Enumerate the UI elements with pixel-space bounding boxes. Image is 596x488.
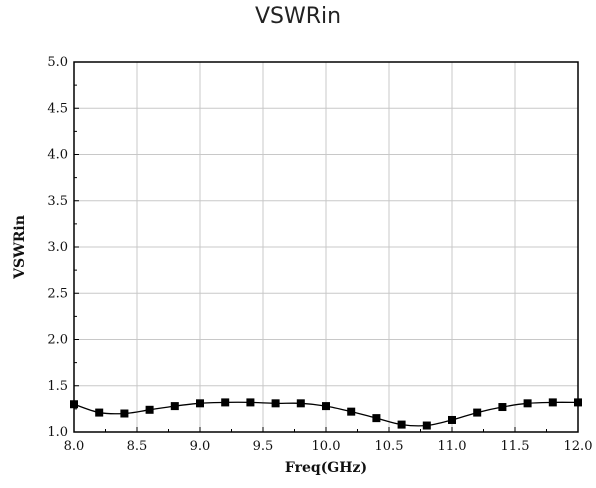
y-tick-label: 1.5 (47, 379, 68, 394)
data-point-marker (322, 402, 330, 411)
data-point-marker (574, 398, 582, 407)
x-tick-label: 11.5 (501, 439, 530, 454)
data-point-marker (170, 402, 179, 411)
tick-layer: 8.0 8.5 9.0 9.5 10.0 10.5 11.0 11.5 12.0 1.0 1.5 2.… (47, 55, 592, 454)
y-tick-label: 5.0 (47, 55, 68, 70)
data-point-marker (145, 405, 154, 414)
x-tick-label: 9.5 (253, 439, 274, 454)
data-point-marker (523, 399, 532, 408)
grid-layer (73, 61, 579, 433)
data-point-marker (271, 399, 280, 408)
chart-title: VSWRin (254, 4, 342, 29)
y-tick-label: 4.0 (47, 148, 68, 163)
x-tick-label: 11.0 (438, 439, 467, 454)
x-tick-label: 8.5 (127, 439, 148, 454)
data-point-marker (95, 408, 104, 417)
data-point-marker (372, 414, 381, 423)
x-tick-label: 12.0 (564, 439, 593, 454)
data-point-marker (221, 398, 230, 407)
data-point-marker (498, 403, 507, 412)
data-point-marker (397, 420, 406, 429)
data-point-marker (196, 399, 204, 408)
x-tick-label: 9.0 (190, 439, 211, 454)
data-point-marker (548, 398, 557, 407)
x-tick-label: 10.0 (312, 439, 341, 454)
y-tick-label: 2.5 (47, 286, 68, 301)
x-tick-label: 8.0 (64, 439, 85, 454)
y-tick-label: 4.5 (47, 101, 68, 116)
data-point-marker (296, 399, 305, 408)
data-point-marker (448, 415, 456, 424)
y-tick-label: 3.5 (47, 194, 68, 209)
y-tick-label: 1.0 (47, 425, 68, 440)
data-point-marker (70, 400, 78, 409)
y-tick-label: 3.0 (47, 240, 68, 255)
data-point-marker (422, 421, 431, 430)
data-point-marker (473, 408, 482, 417)
data-point-marker (120, 409, 129, 418)
y-tick-label: 2.0 (47, 333, 68, 348)
y-axis-label: VSWRin (12, 215, 28, 280)
data-point-marker (347, 407, 356, 416)
x-axis-label: Freq(GHz) (285, 460, 367, 476)
x-tick-label: 10.5 (375, 439, 404, 454)
series-layer (70, 398, 582, 430)
data-point-marker (246, 398, 255, 407)
